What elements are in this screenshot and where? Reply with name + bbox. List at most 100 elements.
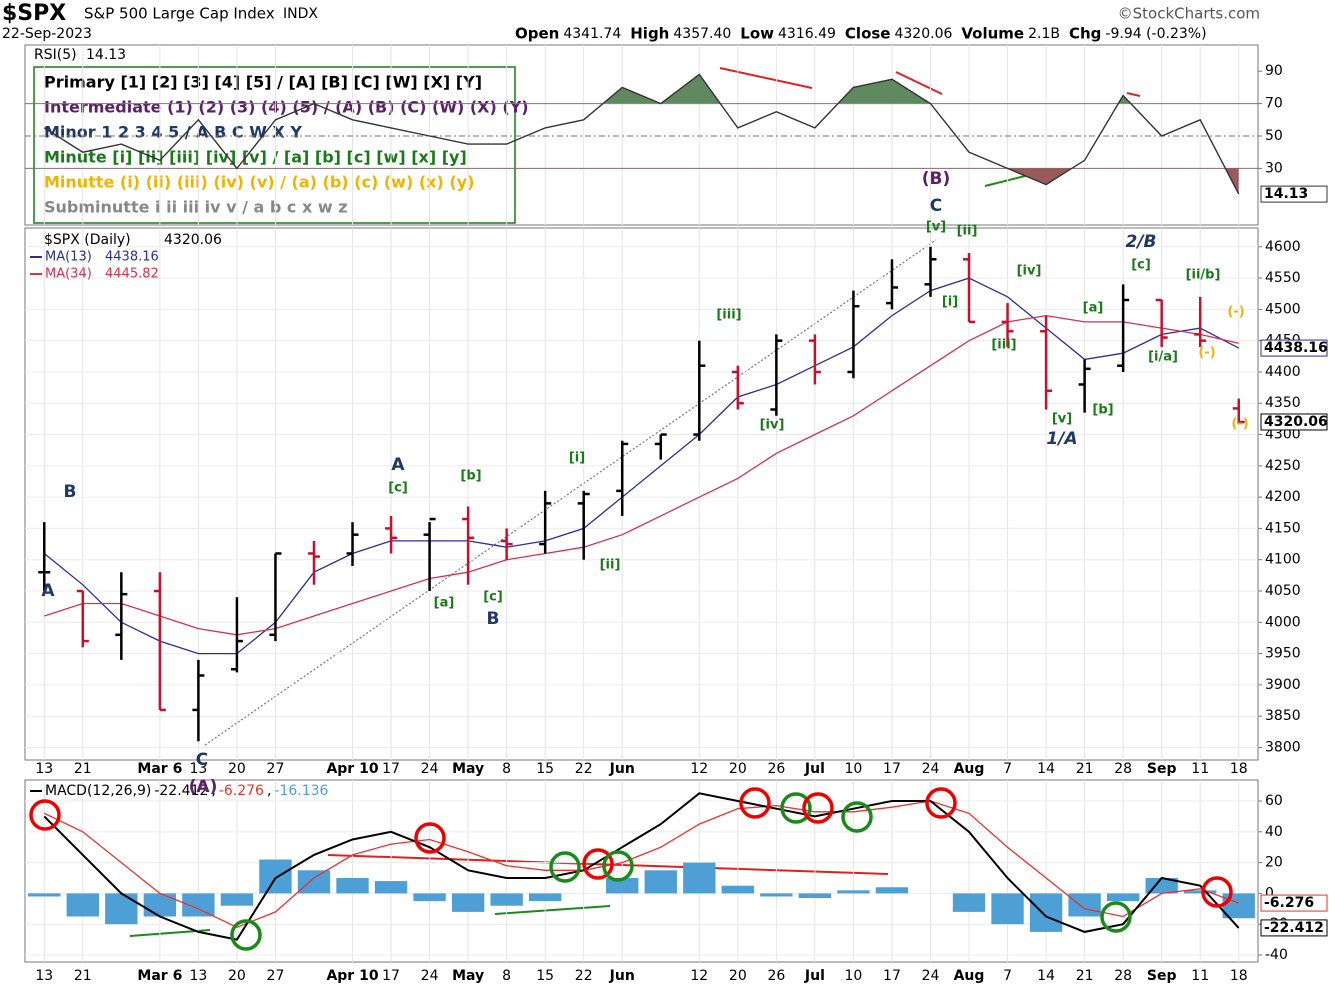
crossover-circle — [925, 787, 957, 819]
price-panel — [24, 227, 1259, 761]
histogram-bar — [105, 893, 138, 925]
x-tick-label: 17 — [382, 761, 400, 777]
quote-label: Open — [515, 25, 559, 43]
wave-label: [c] — [1131, 258, 1151, 273]
wave-label: 1/A — [1046, 429, 1077, 449]
wave-label: A — [41, 581, 55, 601]
quote-value: 4316.49 — [778, 26, 836, 42]
x-tick-label: 17 — [883, 761, 901, 777]
x-tick-label: 21 — [74, 761, 92, 777]
macd-label: MACD(12,26,9) — [45, 783, 151, 799]
histogram-bar — [952, 893, 986, 912]
x-tick-label: 12 — [690, 761, 708, 777]
wave-label: [b] — [460, 469, 481, 484]
title: $SPX — [2, 1, 66, 26]
legend-value: 4438.16 — [105, 250, 159, 265]
crossover-circle — [1100, 901, 1132, 933]
y-tick-label: 4500 — [1265, 301, 1301, 317]
x-tick-label: 28 — [1114, 761, 1132, 777]
x-tick-label: 18 — [1230, 761, 1248, 777]
x-tick-label: Jun — [609, 761, 635, 777]
crossover-circle — [780, 792, 812, 824]
legend-name: MA(13) — [45, 250, 92, 265]
x-tick-label: 27 — [267, 968, 285, 984]
x-tick-label: 10 — [845, 968, 863, 984]
x-tick-label: 24 — [922, 761, 940, 777]
x-tick-label: 26 — [767, 761, 785, 777]
x-tick-label: 17 — [883, 968, 901, 984]
date: 22-Sep-2023 — [2, 26, 92, 42]
histogram-bar — [220, 893, 254, 906]
y-tick-label: 0 — [1265, 885, 1274, 901]
histogram-bar — [1222, 893, 1255, 919]
subtitle: S&P 500 Large Cap Index — [84, 5, 275, 23]
wave-label: [iv] — [760, 418, 785, 433]
trend-line — [327, 854, 889, 875]
y-tick-label: -40 — [1265, 947, 1288, 963]
x-tick-label: 8 — [502, 968, 511, 984]
wave-label: (A) — [189, 777, 218, 797]
source: ©StockCharts.com — [1118, 5, 1260, 23]
x-tick-label: Jul — [804, 761, 825, 777]
crossover-circle — [1201, 876, 1233, 908]
y-tick-label: 60 — [1265, 793, 1283, 809]
x-tick-label: 24 — [421, 968, 439, 984]
histogram-bar — [798, 893, 832, 899]
histogram-bar — [1145, 878, 1178, 894]
legend-name: MA(34) — [45, 267, 92, 282]
x-tick-label: 7 — [1003, 968, 1012, 984]
y-tick-label: 4300 — [1265, 427, 1301, 443]
rsi-line — [43, 73, 1240, 195]
divergence-line — [984, 175, 1026, 187]
moving-average — [44, 314, 1239, 636]
wave-label: (-) — [1198, 346, 1215, 361]
signal-value-tag: -6.276 — [1264, 895, 1314, 911]
x-tick-label: 24 — [421, 761, 439, 777]
divergence-line — [895, 71, 943, 95]
x-tick-label: Jul — [804, 968, 825, 984]
quote-label: High — [630, 25, 669, 43]
divergence-line — [1126, 92, 1141, 97]
histogram-bar — [182, 893, 215, 917]
x-tick-label: 14 — [1037, 968, 1055, 984]
x-tick-label: 21 — [1076, 761, 1094, 777]
wave-label: (-) — [1227, 305, 1244, 320]
wave-legend-entry: Minor 1 2 3 4 5 / A B C W X Y — [44, 123, 302, 142]
quote-label: Close — [845, 25, 891, 43]
histogram-bar — [490, 893, 523, 906]
y-tick-label: 4400 — [1265, 364, 1301, 380]
macd-value-tag-box — [1260, 919, 1328, 937]
histogram-bar — [336, 878, 369, 894]
y-tick-label: 40 — [1265, 824, 1283, 840]
y-tick-label: 90 — [1265, 63, 1283, 79]
wave-legend-entry: Minute [i] [ii] [iii] [iv] [v] / [a] [b]… — [44, 148, 467, 167]
wave-label: C — [930, 196, 942, 216]
wave-label: A — [391, 455, 405, 475]
wave-label: [i/a] — [1148, 350, 1178, 365]
y-tick-label: 4200 — [1265, 489, 1301, 505]
histogram-bar — [1184, 890, 1217, 894]
y-tick-label: 4250 — [1265, 458, 1301, 474]
rsi-value-tag: 14.13 — [1264, 186, 1308, 202]
histogram-bar — [721, 885, 755, 894]
moving-average — [43, 277, 1239, 655]
histogram-bar — [760, 893, 793, 897]
macd-panel — [24, 779, 1259, 963]
x-tick-label: 17 — [382, 968, 400, 984]
histogram-bar — [297, 870, 331, 894]
rsi-label-value: 14.13 — [86, 47, 126, 63]
x-tick-label: 21 — [1076, 968, 1094, 984]
histogram-bar — [413, 893, 446, 902]
x-tick-label: 22 — [575, 968, 593, 984]
x-tick-label: Apr 10 — [326, 968, 378, 984]
x-tick-label: 13 — [189, 968, 207, 984]
x-tick-label: 27 — [267, 761, 285, 777]
crossover-circle — [802, 792, 834, 824]
histogram-bar — [875, 887, 909, 894]
crossover-circle — [602, 850, 634, 882]
wave-label: [iii] — [716, 308, 741, 323]
histogram-bar — [374, 881, 408, 894]
crossover-circle — [414, 822, 446, 854]
macd-value-tag: -22.412 — [1264, 920, 1324, 936]
histogram-value: -16.136 — [274, 783, 328, 799]
